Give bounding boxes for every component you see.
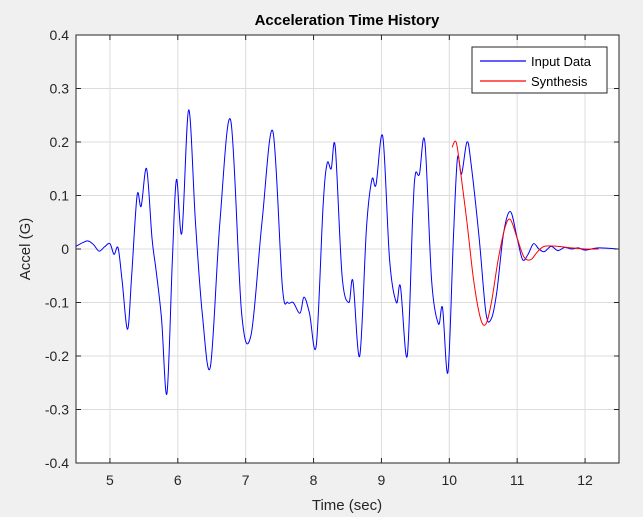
x-tick-label: 5: [106, 472, 114, 488]
y-tick-label: 0.2: [50, 134, 70, 150]
series-line-input-data: [75, 109, 620, 395]
y-tick-label: 0.1: [50, 188, 70, 204]
y-tick-label: -0.4: [45, 455, 69, 471]
y-axis-label: Accel (G): [17, 218, 34, 281]
y-tick-label: -0.1: [45, 295, 69, 311]
x-axis-label: Time (sec): [312, 497, 382, 514]
y-tick-label: 0.3: [50, 81, 70, 97]
data-lines: [75, 109, 620, 395]
y-tick-label: 0.4: [50, 27, 70, 43]
chart-title: Acceleration Time History: [255, 12, 440, 29]
legend[interactable]: Input Data Synthesis: [471, 46, 608, 94]
x-tick-label: 10: [442, 472, 458, 488]
x-tick-label: 9: [378, 472, 386, 488]
x-tick-label: 12: [577, 472, 593, 488]
legend-label-synthesis: Synthesis: [531, 74, 588, 89]
y-tick-label: 0: [61, 241, 69, 257]
legend-label-input-data: Input Data: [531, 54, 592, 69]
x-tick-label: 6: [174, 472, 182, 488]
legend-box: [471, 46, 608, 94]
series-line-synthesis: [451, 140, 599, 326]
y-tick-label: -0.2: [45, 348, 69, 364]
axis-ticks: 5 6 7 8 9 10 11 12 -0.4 -0.3 -0.2 -0.1 0 0.1 0.2 0.3 0.4: [45, 27, 619, 488]
y-tick-label: -0.3: [45, 402, 69, 418]
x-tick-label: 7: [242, 472, 250, 488]
x-tick-label: 8: [310, 472, 318, 488]
x-tick-label: 11: [510, 472, 525, 488]
